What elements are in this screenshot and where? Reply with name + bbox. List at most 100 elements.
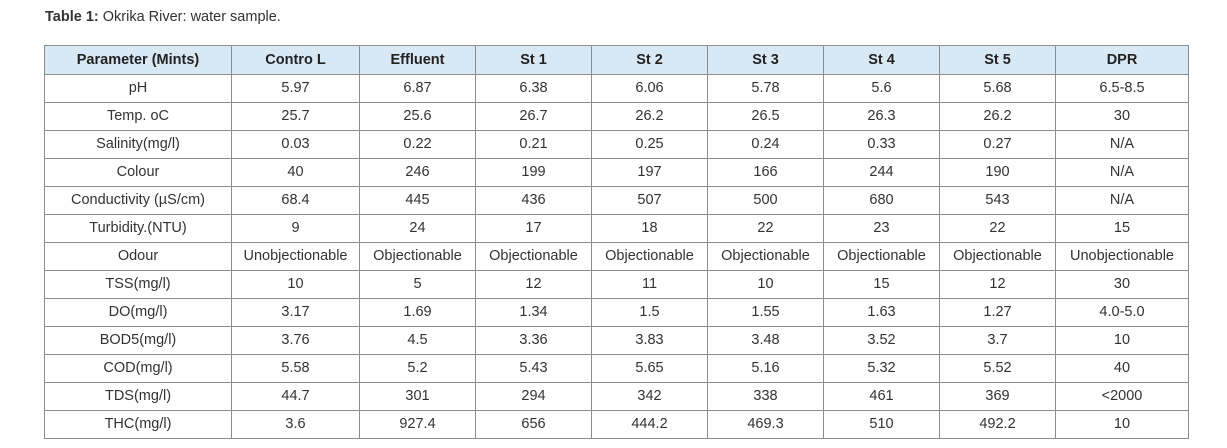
parameter-cell: Colour	[44, 158, 232, 187]
column-header: DPR	[1055, 45, 1189, 75]
table-header: Parameter (Mints) Contro L Effluent St 1 St …	[44, 45, 1189, 75]
value-cell: 5.68	[939, 74, 1056, 103]
value-cell: 445	[359, 186, 476, 215]
value-cell: 338	[707, 382, 824, 411]
value-cell: 3.7	[939, 326, 1056, 355]
value-cell: 40	[231, 158, 360, 187]
value-cell: Objectionable	[475, 242, 592, 271]
table-row: DO(mg/l) 3.17 1.69 1.34 1.5 1.55 1.63 1.27 4.0-5…	[44, 298, 1189, 327]
value-cell: 5.97	[231, 74, 360, 103]
table-row: COD(mg/l) 5.58 5.2 5.43 5.65 5.16 5.32 5.52 40	[44, 354, 1189, 383]
value-cell: 15	[823, 270, 940, 299]
column-header: St 2	[591, 45, 708, 75]
header-row: Parameter (Mints) Contro L Effluent St 1 St …	[44, 45, 1189, 75]
table-row: Odour Unobjectionable Objectionable Objecti…	[44, 242, 1189, 271]
table-row: TDS(mg/l) 44.7 301 294 342 338 461 369 <2000	[44, 382, 1189, 411]
value-cell: N/A	[1055, 186, 1189, 215]
value-cell: 199	[475, 158, 592, 187]
value-cell: 656	[475, 410, 592, 439]
value-cell: 23	[823, 214, 940, 243]
value-cell: 26.2	[591, 102, 708, 131]
value-cell: 4.0-5.0	[1055, 298, 1189, 327]
value-cell: 10	[1055, 326, 1189, 355]
value-cell: 10	[231, 270, 360, 299]
value-cell: 26.5	[707, 102, 824, 131]
parameter-cell: TSS(mg/l)	[44, 270, 232, 299]
water-sample-table: Parameter (Mints) Contro L Effluent St 1 St …	[44, 45, 1189, 439]
value-cell: 0.24	[707, 130, 824, 159]
value-cell: 444.2	[591, 410, 708, 439]
value-cell: N/A	[1055, 158, 1189, 187]
value-cell: 0.03	[231, 130, 360, 159]
value-cell: 6.87	[359, 74, 476, 103]
column-header: St 5	[939, 45, 1056, 75]
value-cell: 301	[359, 382, 476, 411]
value-cell: 5.65	[591, 354, 708, 383]
parameter-cell: Odour	[44, 242, 232, 271]
value-cell: 3.48	[707, 326, 824, 355]
value-cell: 5.78	[707, 74, 824, 103]
column-header: Parameter (Mints)	[44, 45, 232, 75]
value-cell: Objectionable	[707, 242, 824, 271]
table-row: Temp. oC 25.7 25.6 26.7 26.2 26.5 26.3 26.2 30	[44, 102, 1189, 131]
value-cell: 6.5-8.5	[1055, 74, 1189, 103]
value-cell: 500	[707, 186, 824, 215]
value-cell: N/A	[1055, 130, 1189, 159]
table-row: Salinity(mg/l) 0.03 0.22 0.21 0.25 0.24 0.33 0.…	[44, 130, 1189, 159]
value-cell: 3.17	[231, 298, 360, 327]
table-row: TSS(mg/l) 10 5 12 11 10 15 12 30	[44, 270, 1189, 299]
parameter-cell: DO(mg/l)	[44, 298, 232, 327]
value-cell: Unobjectionable	[1055, 242, 1189, 271]
value-cell: 1.63	[823, 298, 940, 327]
caption-label: Table 1:	[45, 9, 99, 25]
value-cell: 0.27	[939, 130, 1056, 159]
table-body: pH 5.97 6.87 6.38 6.06 5.78 5.6 5.68 6.5-8.5 Temp…	[44, 74, 1189, 439]
value-cell: <2000	[1055, 382, 1189, 411]
value-cell: 40	[1055, 354, 1189, 383]
value-cell: 15	[1055, 214, 1189, 243]
value-cell: 18	[591, 214, 708, 243]
value-cell: 10	[707, 270, 824, 299]
value-cell: 5.6	[823, 74, 940, 103]
value-cell: 25.7	[231, 102, 360, 131]
value-cell: 543	[939, 186, 1056, 215]
table-row: Colour 40 246 199 197 166 244 190 N/A	[44, 158, 1189, 187]
value-cell: 190	[939, 158, 1056, 187]
column-header: St 3	[707, 45, 824, 75]
value-cell: 5.43	[475, 354, 592, 383]
value-cell: 927.4	[359, 410, 476, 439]
value-cell: Objectionable	[939, 242, 1056, 271]
value-cell: 507	[591, 186, 708, 215]
value-cell: 1.34	[475, 298, 592, 327]
value-cell: 12	[475, 270, 592, 299]
value-cell: Objectionable	[359, 242, 476, 271]
value-cell: 5.32	[823, 354, 940, 383]
value-cell: 5.52	[939, 354, 1056, 383]
value-cell: 0.21	[475, 130, 592, 159]
value-cell: 5.2	[359, 354, 476, 383]
value-cell: 5.16	[707, 354, 824, 383]
parameter-cell: TDS(mg/l)	[44, 382, 232, 411]
column-header: St 1	[475, 45, 592, 75]
value-cell: 30	[1055, 102, 1189, 131]
parameter-cell: Temp. oC	[44, 102, 232, 131]
value-cell: 25.6	[359, 102, 476, 131]
value-cell: 24	[359, 214, 476, 243]
value-cell: 342	[591, 382, 708, 411]
value-cell: 197	[591, 158, 708, 187]
value-cell: Objectionable	[823, 242, 940, 271]
value-cell: 5	[359, 270, 476, 299]
parameter-cell: Salinity(mg/l)	[44, 130, 232, 159]
value-cell: 0.33	[823, 130, 940, 159]
value-cell: 492.2	[939, 410, 1056, 439]
value-cell: 22	[939, 214, 1056, 243]
value-cell: 246	[359, 158, 476, 187]
value-cell: 3.76	[231, 326, 360, 355]
value-cell: 0.22	[359, 130, 476, 159]
value-cell: 0.25	[591, 130, 708, 159]
column-header: Effluent	[359, 45, 476, 75]
value-cell: 5.58	[231, 354, 360, 383]
value-cell: 1.5	[591, 298, 708, 327]
value-cell: 12	[939, 270, 1056, 299]
table-row: Turbidity.(NTU) 9 24 17 18 22 23 22 15	[44, 214, 1189, 243]
